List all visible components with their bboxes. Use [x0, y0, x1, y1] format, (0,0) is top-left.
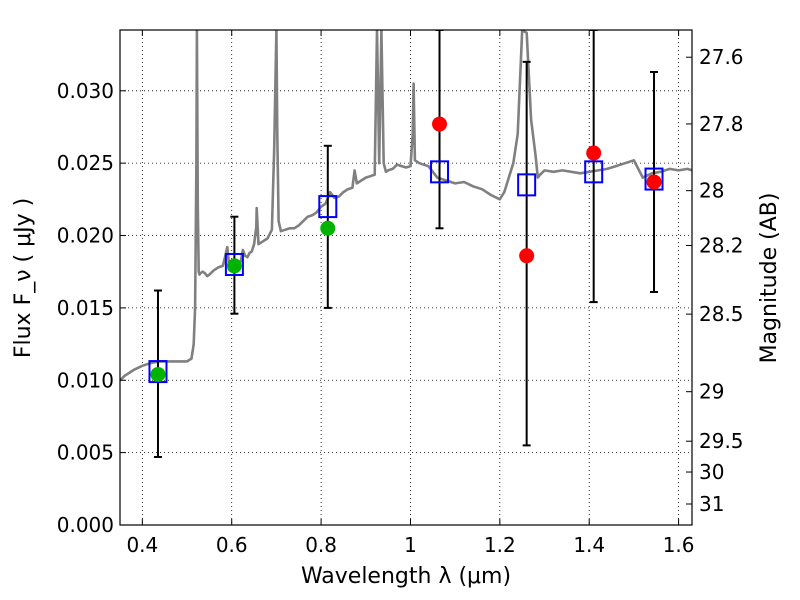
- spectrum-line: [120, 30, 692, 382]
- model-flux-square: [430, 160, 450, 184]
- nondetection-point: [519, 248, 535, 264]
- model-flux-square: [318, 195, 338, 219]
- right-tick-label: 28.2: [699, 234, 744, 258]
- y-tick-label: 0.000: [57, 513, 114, 537]
- nondetection-point: [432, 116, 448, 132]
- right-tick-label: 29.5: [699, 429, 744, 453]
- plot-frame: [119, 29, 693, 526]
- y-tick-label: 0.025: [57, 151, 114, 175]
- x-axis: 0.4 0.6 0.8 1 1.2 1.4 1.6: [126, 30, 695, 557]
- right-tick-label: 27.8: [699, 112, 744, 136]
- right-tick-label: 30: [699, 460, 724, 484]
- detection-point: [226, 258, 242, 274]
- model-flux-square: [148, 360, 168, 384]
- nondetection-point: [646, 174, 662, 190]
- plot-markers: [148, 116, 664, 384]
- detection-point: [150, 366, 166, 382]
- x-tick-label: 1.2: [484, 533, 516, 557]
- y-tick-label: 0.020: [57, 224, 114, 248]
- right-tick-label: 29: [699, 380, 724, 404]
- x-tick-label: 1.4: [573, 533, 605, 557]
- y-tick-label: 0.015: [57, 296, 114, 320]
- y-axis-left: 0.000 0.005 0.010 0.015 0.020 0.025 0.030: [57, 79, 126, 537]
- detection-point: [320, 220, 336, 236]
- x-tick-label: 0.8: [305, 533, 337, 557]
- y-tick-label: 0.030: [57, 79, 114, 103]
- y-tick-label: 0.010: [57, 368, 114, 392]
- x-tick-label: 1: [404, 533, 417, 557]
- right-tick-label: 28: [699, 179, 724, 203]
- right-tick-label: 28.5: [699, 302, 744, 326]
- x-axis-title: Wavelength λ (μm): [301, 564, 511, 589]
- model-flux-square: [584, 160, 604, 184]
- model-flux-square: [224, 252, 244, 276]
- nondetection-point: [586, 145, 602, 161]
- y-axis-right: 27.6 27.8 28 28.2 28.5 29 29.5 30 31: [686, 45, 744, 516]
- right-tick-label: 27.6: [699, 45, 744, 69]
- x-tick-label: 1.6: [663, 533, 695, 557]
- y-tick-label: 0.005: [57, 441, 114, 465]
- model-flux-square: [644, 167, 664, 191]
- model-flux-square: [517, 173, 537, 197]
- y-axis-left-title: Flux F_ν ( μJy ): [11, 198, 36, 358]
- x-tick-label: 0.6: [216, 533, 248, 557]
- right-tick-label: 31: [699, 492, 724, 516]
- y-axis-right-title: Magnitude (AB): [757, 193, 782, 364]
- x-tick-label: 0.4: [126, 533, 158, 557]
